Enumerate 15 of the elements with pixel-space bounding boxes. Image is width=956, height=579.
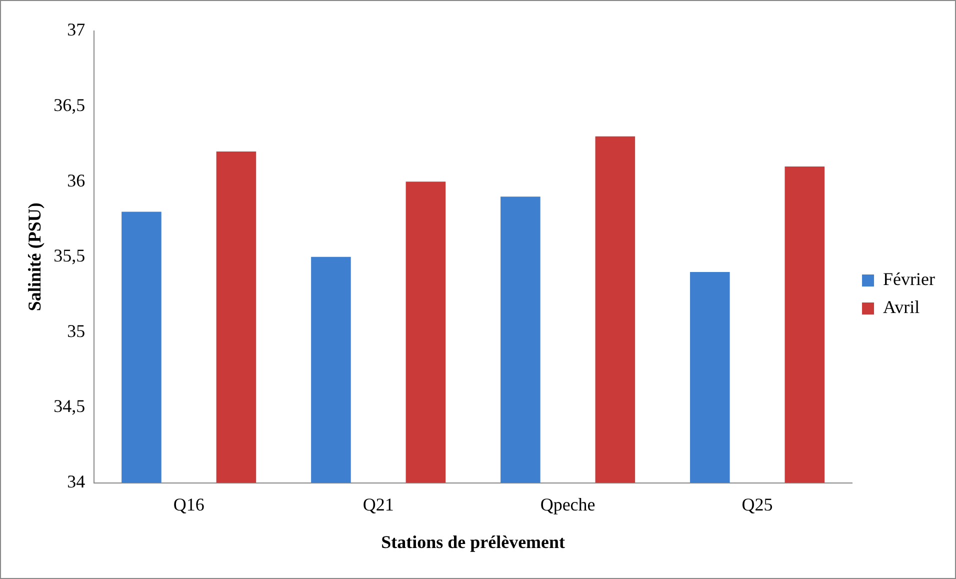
x-axis-title: Stations de prélèvement [381, 532, 566, 552]
y-tick-label: 36 [67, 170, 86, 190]
y-tick-label: 35 [67, 320, 86, 341]
x-tick-label: Q16 [173, 494, 204, 514]
y-tick-label: 35,5 [54, 246, 86, 266]
y-tick-label: 34,5 [54, 396, 86, 416]
x-tick-label: Q25 [742, 494, 773, 514]
y-tick-label: 36,5 [54, 95, 86, 116]
legend-label: Février [883, 269, 936, 290]
y-tick-label: 37 [67, 20, 86, 40]
x-tick-label: Qpeche [540, 494, 596, 514]
x-tick-label: Q21 [362, 494, 394, 514]
y-axis-title: Salinité (PSU) [24, 202, 44, 312]
legend-label: Avril [883, 297, 920, 318]
y-tick-label: 34 [67, 472, 86, 492]
